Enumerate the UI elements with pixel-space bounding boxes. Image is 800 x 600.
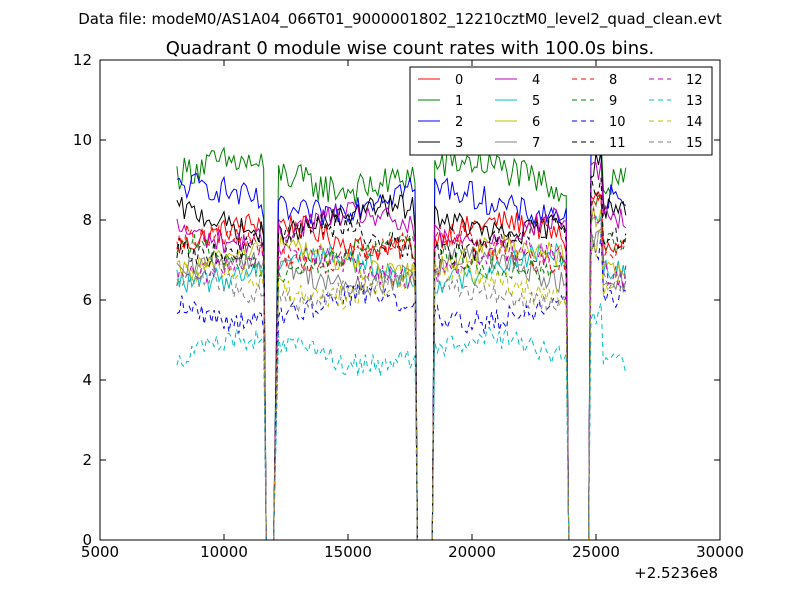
legend-label-8: 8 (609, 73, 617, 88)
legend-box (409, 66, 713, 156)
x-tick-label: 25000 (572, 543, 620, 561)
legend-label-9: 9 (609, 94, 617, 109)
series-line-9 (176, 194, 627, 540)
series-line-13 (176, 302, 627, 540)
series-line-11 (176, 175, 627, 540)
legend-label-12: 12 (686, 73, 703, 88)
y-tick-label: 0 (82, 531, 92, 549)
y-tick-label: 8 (82, 211, 92, 229)
series-line-10 (176, 234, 627, 540)
x-tick-label: 10000 (200, 543, 248, 561)
legend-label-15: 15 (686, 136, 703, 151)
series-line-1 (176, 130, 627, 540)
chart-title: Quadrant 0 module wise count rates with … (166, 38, 655, 59)
series-line-6 (176, 206, 627, 540)
y-tick-label: 10 (73, 131, 92, 149)
legend-label-2: 2 (455, 115, 463, 130)
legend-label-1: 1 (455, 94, 463, 109)
legend-label-7: 7 (532, 136, 540, 151)
x-tick-label: 15000 (324, 543, 372, 561)
legend-label-10: 10 (609, 115, 626, 130)
legend-label-4: 4 (532, 73, 540, 88)
y-tick-label: 4 (82, 371, 92, 389)
x-tick-label: 30000 (696, 543, 744, 561)
legend-label-0: 0 (455, 73, 463, 88)
series-line-14 (176, 230, 626, 540)
y-tick-label: 12 (73, 51, 92, 69)
series-line-0 (176, 191, 627, 540)
x-tick-label: 20000 (448, 543, 496, 561)
series-line-4 (176, 161, 627, 540)
figure-suptitle: Data file: modeM0/AS1A04_066T01_90000018… (78, 10, 722, 29)
x-axis: 5000 10000 15000 20000 25000 30000 (81, 60, 744, 561)
series-line-8 (176, 191, 626, 540)
y-tick-label: 2 (82, 451, 92, 469)
series-layer (176, 130, 627, 540)
legend-label-14: 14 (686, 115, 703, 130)
legend-label-11: 11 (609, 136, 626, 151)
x-offset-label: +2.5236e8 (634, 564, 718, 582)
legend-label-6: 6 (532, 115, 540, 130)
series-line-3 (176, 151, 627, 540)
legend-label-5: 5 (532, 94, 540, 109)
x-tick-label: 5000 (81, 543, 119, 561)
y-tick-label: 6 (82, 291, 92, 309)
legend-label-3: 3 (455, 136, 463, 151)
series-line-12 (176, 208, 627, 540)
legend-label-13: 13 (686, 94, 703, 109)
series-line-15 (176, 226, 627, 540)
